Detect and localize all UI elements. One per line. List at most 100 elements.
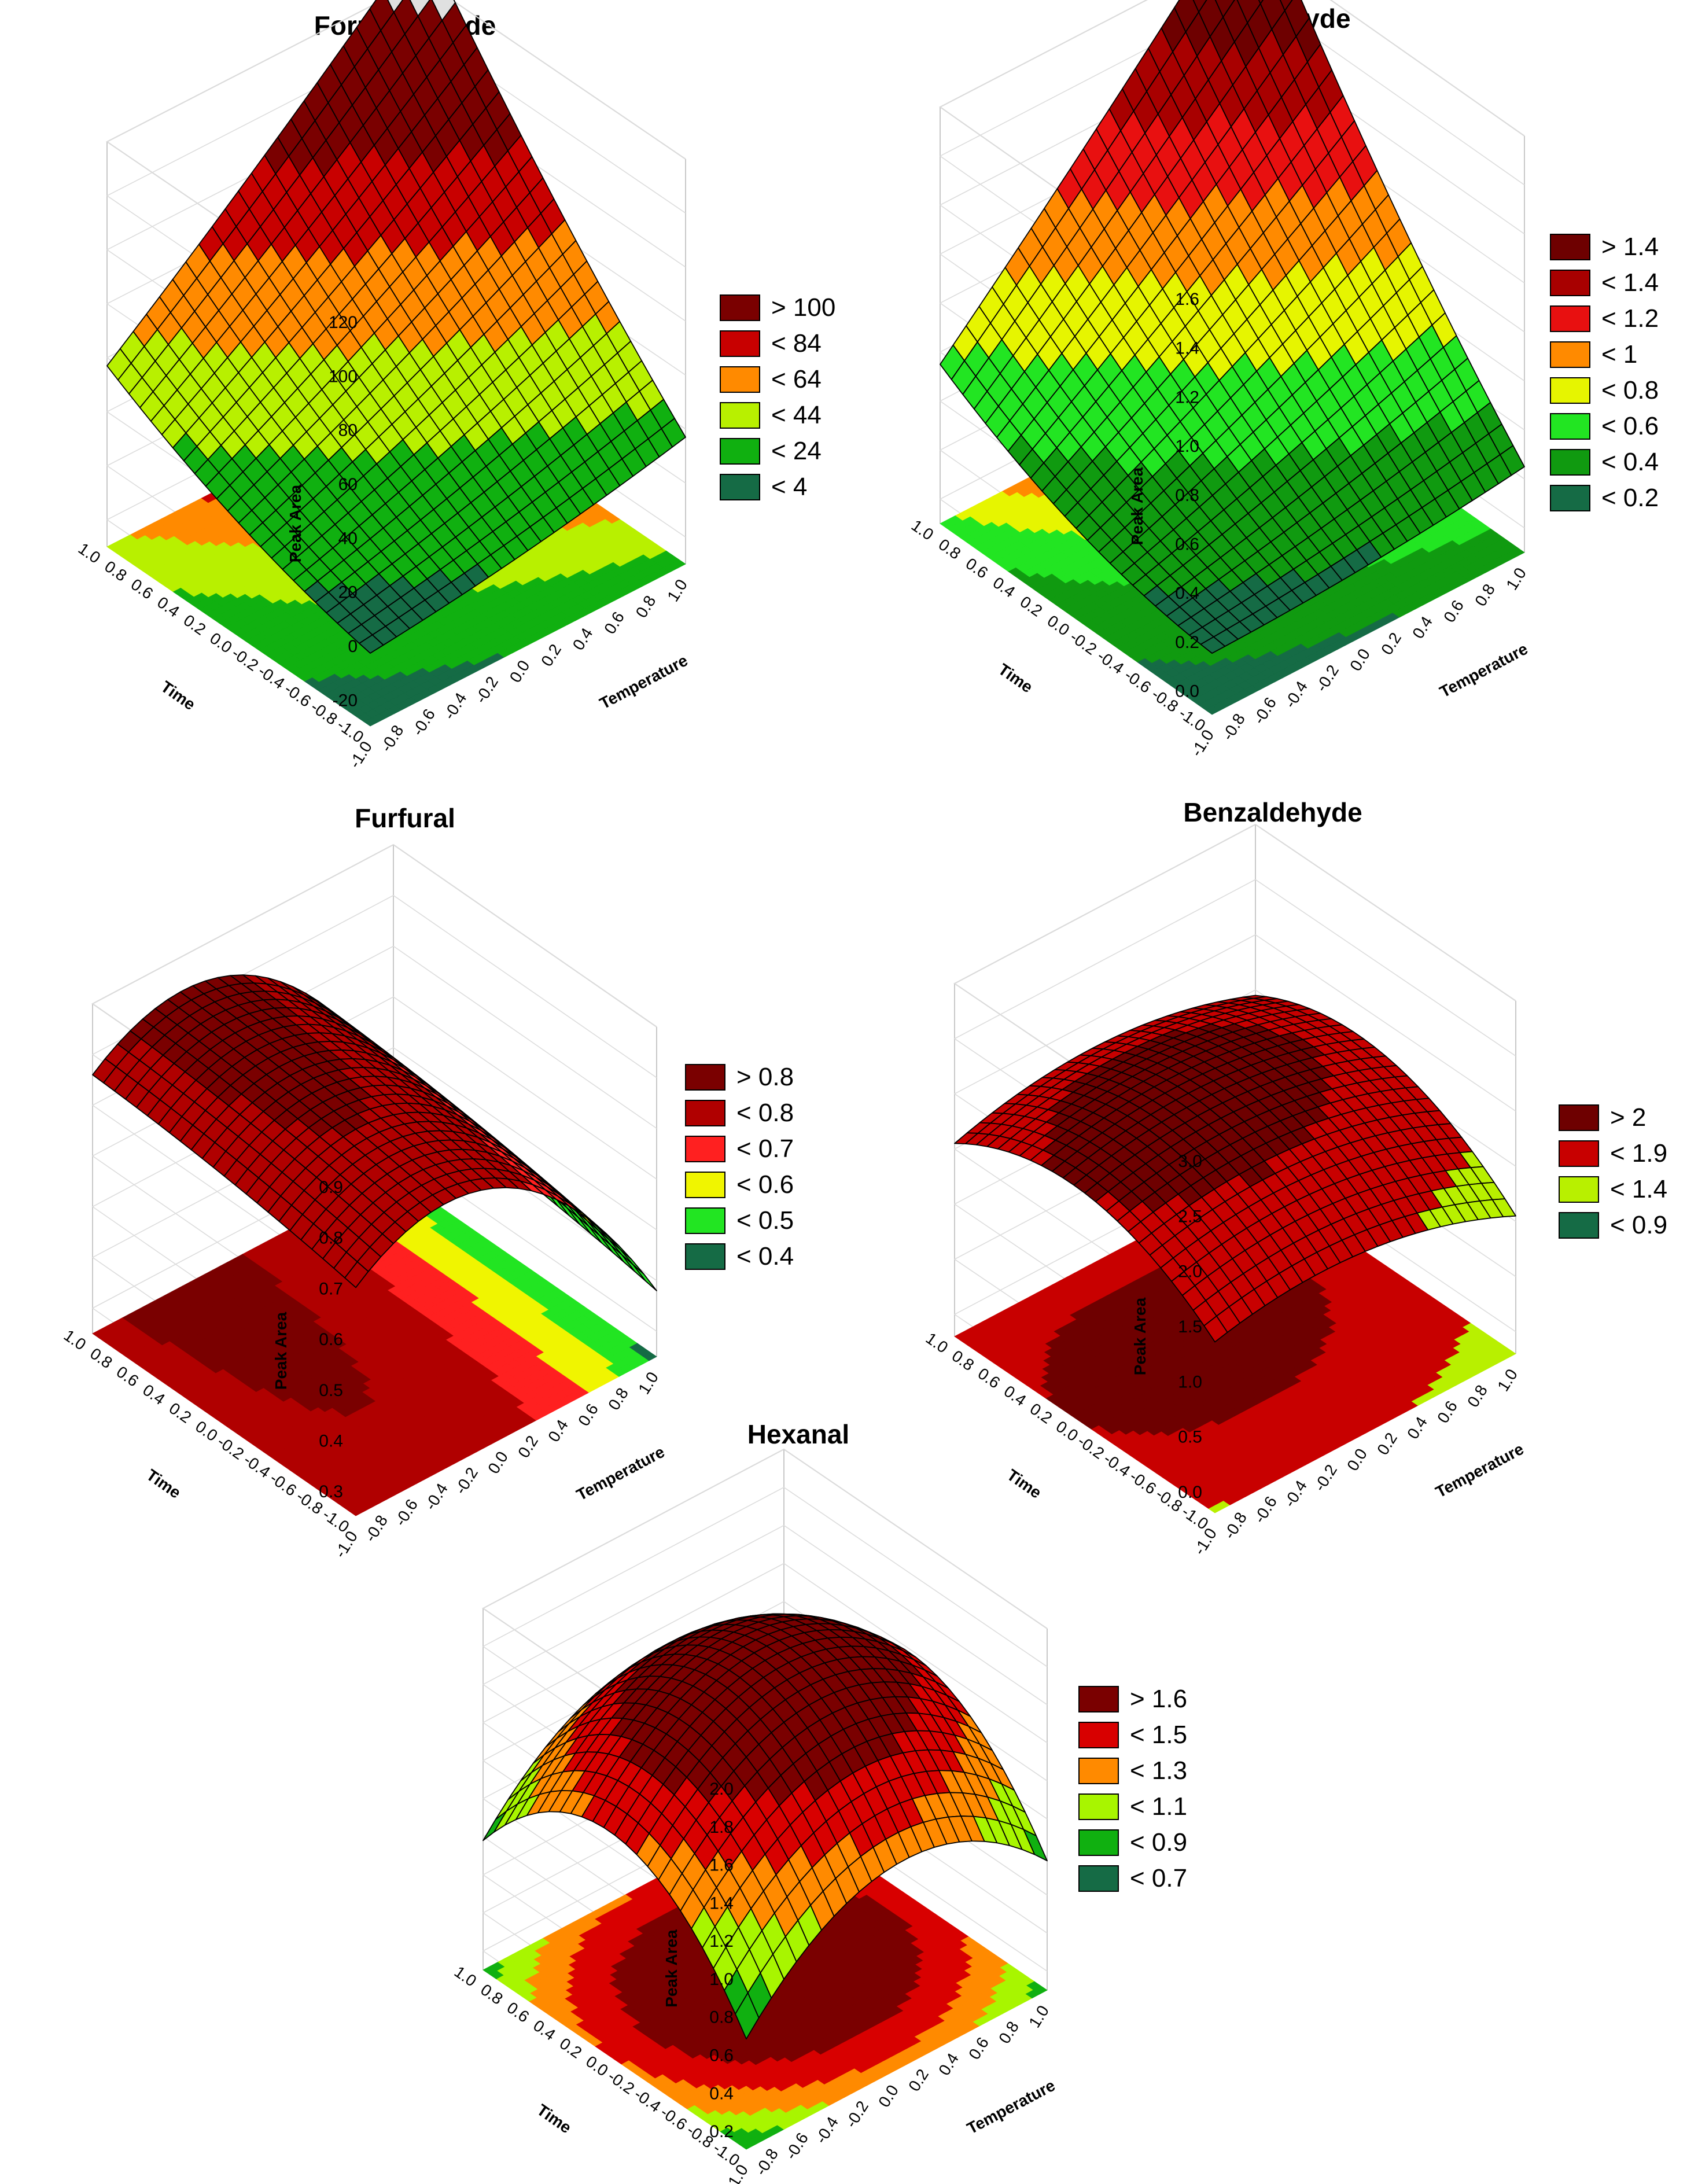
legend-label: < 0.8	[1601, 376, 1659, 404]
legend-label: < 1	[1601, 340, 1637, 369]
legend-label: < 0.9	[1610, 1211, 1667, 1239]
z-tick-label: 1.2	[709, 1932, 734, 1951]
legend-label: < 1.4	[1610, 1175, 1667, 1203]
legend-swatch	[1559, 1176, 1599, 1203]
z-tick-label: 0.0	[1175, 682, 1199, 701]
legend-swatch	[1550, 270, 1590, 296]
legend-swatch	[1550, 234, 1590, 260]
z-tick-label: 1.0	[709, 1970, 734, 1989]
legend: > 0.8 < 0.8 < 0.7 < 0.6 < 0.5 < 0.4	[685, 1063, 794, 1270]
chart-acetaldehyde: Acetaldehyde0.00.20.40.60.81.01.21.41.6P…	[908, 0, 1659, 760]
legend-swatch	[685, 1136, 725, 1162]
legend-label: < 0.2	[1601, 484, 1659, 512]
legend: > 1.4 < 1.4 < 1.2 < 1 < 0.8 < 0.6 < 0.4 < 0.2	[1550, 233, 1659, 512]
z-tick-label: 1.8	[709, 1818, 734, 1837]
chart-title: Furfural	[355, 803, 455, 833]
surface-mesh	[954, 995, 1516, 1343]
z-tick-label: 2.0	[1178, 1262, 1202, 1281]
z-tick-label: 2.5	[1178, 1207, 1202, 1226]
legend-swatch	[1078, 1829, 1119, 1856]
legend-swatch	[1550, 305, 1590, 332]
z-tick-label: 0.0	[1178, 1483, 1202, 1502]
z-tick-label: 1.0	[1175, 437, 1199, 456]
legend-label: > 1.6	[1130, 1685, 1187, 1713]
z-tick-label: 80	[338, 421, 358, 440]
legend-label: < 1.5	[1130, 1721, 1187, 1749]
z-tick-label: -20	[333, 691, 358, 710]
z-tick-label: 1.2	[1175, 388, 1199, 407]
legend-swatch	[720, 438, 760, 465]
legend-label: < 0.5	[736, 1206, 794, 1235]
z-axis-label: Peak Area	[662, 1929, 680, 2008]
z-tick-label: 1.4	[1175, 339, 1199, 358]
z-axis-label: Peak Area	[272, 1312, 290, 1390]
z-tick-label: 0.9	[319, 1178, 343, 1197]
z-tick-label: 1.5	[1178, 1317, 1202, 1336]
legend-label: < 1.1	[1130, 1792, 1187, 1821]
z-tick-label: 0.8	[709, 2008, 734, 2027]
legend-swatch	[1550, 413, 1590, 440]
z-tick-label: 120	[329, 313, 358, 332]
z-axis-label: Peak Area	[286, 484, 304, 562]
z-tick-label: 1.0	[1178, 1372, 1202, 1391]
legend-swatch	[1550, 341, 1590, 368]
legend-label: < 1.2	[1601, 304, 1659, 333]
legend-label: < 4	[771, 473, 807, 501]
legend-swatch	[685, 1100, 725, 1126]
legend-swatch	[720, 402, 760, 429]
legend-swatch	[685, 1207, 725, 1234]
legend: > 100 < 84 < 64 < 44 < 24 < 4	[720, 293, 835, 501]
legend-label: > 100	[771, 293, 835, 322]
legend-label: > 2	[1610, 1103, 1646, 1132]
legend-swatch	[1559, 1104, 1599, 1131]
z-tick-label: 0.7	[319, 1279, 343, 1298]
z-tick-label: 2.0	[709, 1780, 734, 1799]
legend-swatch	[720, 366, 760, 393]
z-tick-label: 1.6	[1175, 290, 1199, 309]
surface-mesh	[940, 0, 1525, 654]
legend-swatch	[720, 294, 760, 321]
z-tick-label: 0.2	[709, 2122, 734, 2141]
z-tick-label: 0.5	[319, 1381, 343, 1400]
legend-label: > 1.4	[1601, 233, 1659, 261]
z-tick-label: 0.6	[319, 1330, 343, 1349]
legend-swatch	[685, 1064, 725, 1091]
chart-title: Benzaldehyde	[1183, 797, 1362, 827]
legend-label: < 1.4	[1601, 268, 1659, 297]
legend-label: < 1.9	[1610, 1139, 1667, 1167]
z-tick-label: 40	[338, 529, 358, 548]
z-tick-label: 100	[329, 367, 358, 386]
legend-swatch	[720, 330, 760, 357]
legend-label: < 84	[771, 329, 822, 358]
legend-label: < 0.6	[736, 1170, 794, 1199]
legend-swatch	[1550, 485, 1590, 511]
legend-swatch	[1078, 1686, 1119, 1712]
z-tick-label: 0.5	[1178, 1428, 1202, 1447]
z-tick-label: 0.2	[1175, 633, 1199, 652]
z-tick-label: 1.6	[709, 1856, 734, 1875]
z-tick-label: 0.4	[1175, 584, 1199, 603]
legend-swatch	[1559, 1212, 1599, 1239]
z-tick-label: 0.4	[319, 1431, 343, 1450]
z-tick-label: 1.4	[709, 1894, 734, 1913]
legend: > 1.6 < 1.5 < 1.3 < 1.1 < 0.9 < 0.7	[1078, 1685, 1187, 1892]
legend-label: < 0.6	[1601, 412, 1659, 440]
legend-label: < 0.4	[1601, 448, 1659, 476]
z-tick-label: 0.6	[709, 2046, 734, 2065]
z-tick-label: 0	[348, 637, 358, 656]
z-tick-label: 0.4	[709, 2084, 734, 2103]
legend-swatch	[1559, 1140, 1599, 1167]
legend-swatch	[1078, 1722, 1119, 1748]
legend-swatch	[1078, 1793, 1119, 1820]
legend-label: < 24	[771, 437, 822, 465]
z-tick-label: 60	[338, 475, 358, 494]
z-tick-label: 3.0	[1178, 1152, 1202, 1171]
surface-mesh	[92, 974, 657, 1291]
z-tick-label: 20	[338, 583, 358, 602]
legend-swatch	[1550, 377, 1590, 404]
z-tick-label: 0.8	[1175, 486, 1199, 505]
chart-title: Hexanal	[747, 1419, 849, 1449]
